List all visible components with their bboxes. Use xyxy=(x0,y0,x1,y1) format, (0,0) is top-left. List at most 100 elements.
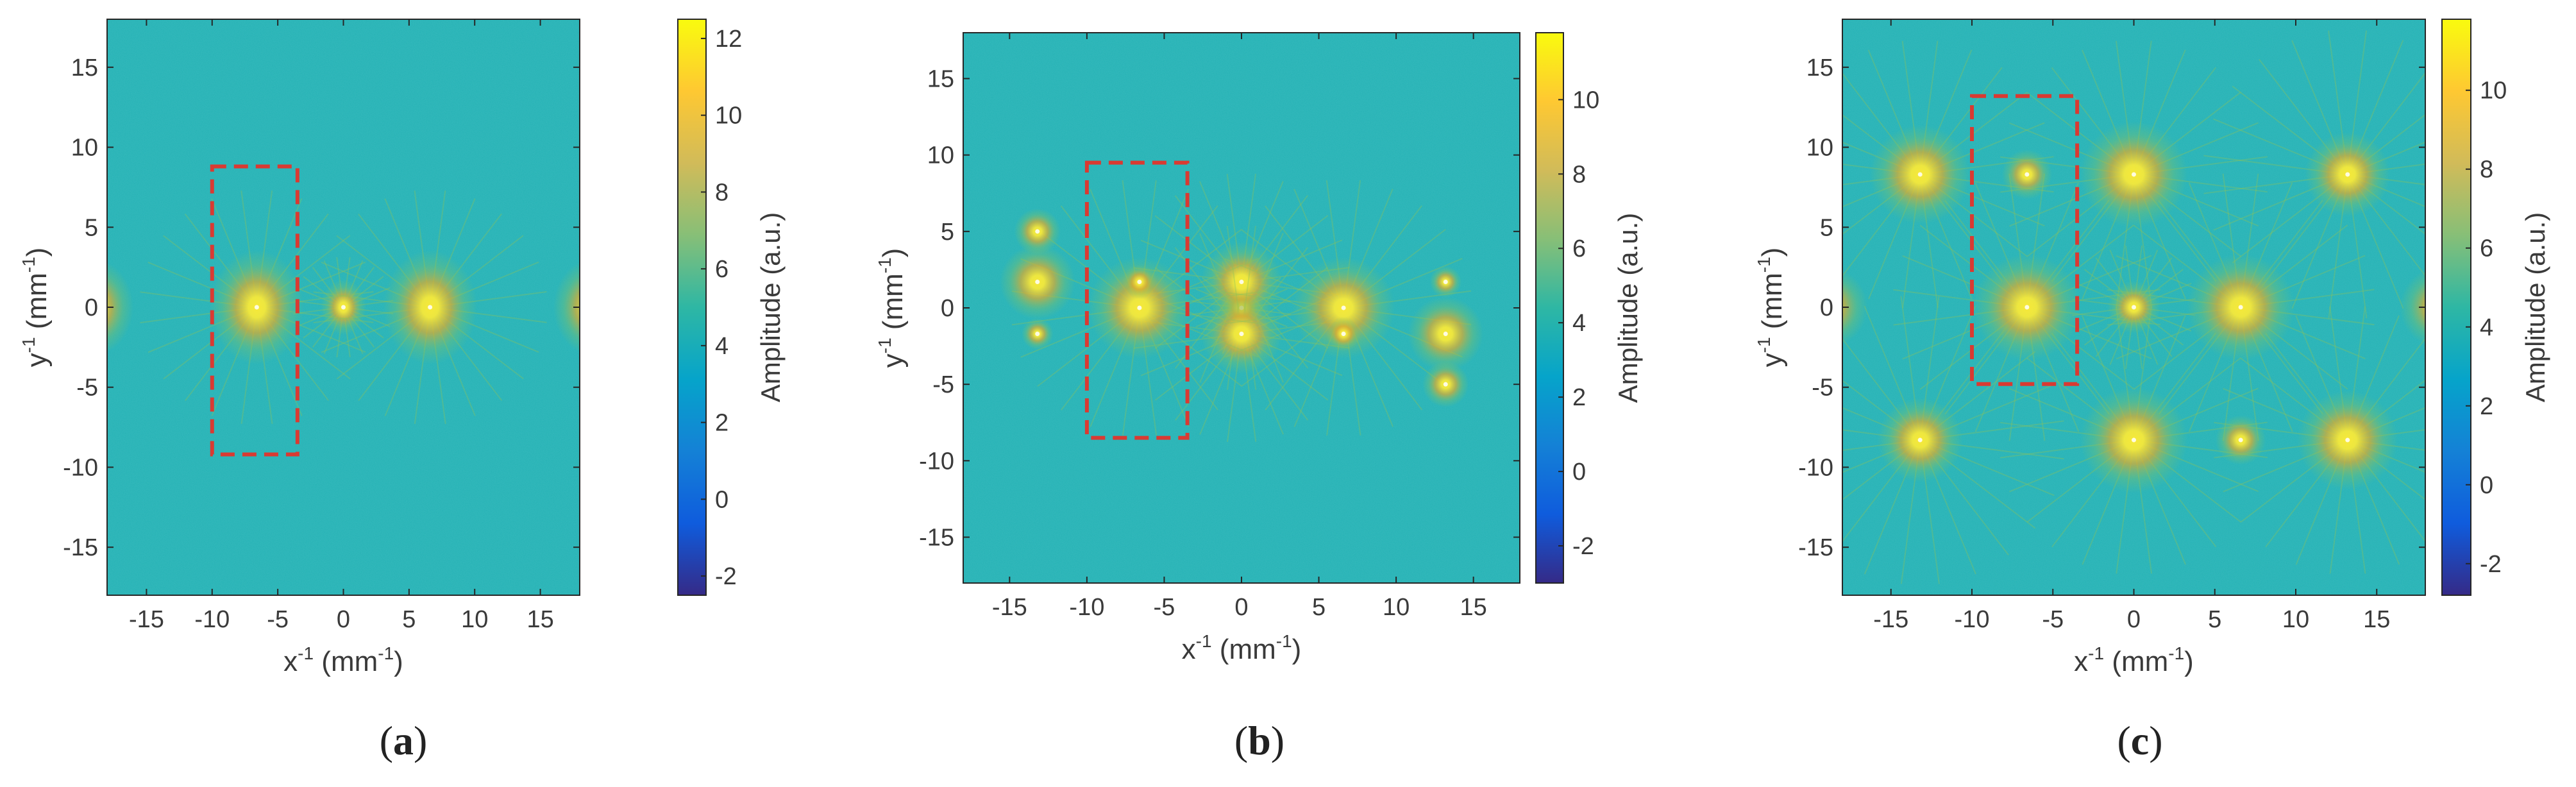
y-axis-label-part: -1 xyxy=(875,337,895,353)
y-axis-label-part: (mm xyxy=(1756,273,1788,337)
colorbar-tick-label: 12 xyxy=(715,26,742,53)
y-tick-label: -10 xyxy=(63,454,98,481)
y-axis-label-part: ) xyxy=(21,248,53,257)
colorbar-tick-label: 8 xyxy=(2480,157,2493,183)
y-tick-label: 10 xyxy=(927,142,954,169)
peak-core xyxy=(1239,279,1244,284)
colorbar-tick-label: 2 xyxy=(2480,393,2493,420)
colorbar-tick-label: 10 xyxy=(715,103,742,130)
x-tick-label: 0 xyxy=(1234,594,1248,621)
x-axis-label-part: -1 xyxy=(1276,631,1292,651)
peak-core xyxy=(2025,172,2030,177)
peak-glow xyxy=(107,262,133,353)
y-tick-label: 5 xyxy=(1820,214,1833,241)
peak-core xyxy=(591,305,595,310)
x-tick-label: 5 xyxy=(1312,594,1326,621)
caption-c: (c) xyxy=(2117,718,2163,763)
y-tick-label: -15 xyxy=(63,534,98,561)
y-axis-label-part: ) xyxy=(1756,248,1788,257)
colorbar-c xyxy=(2441,19,2471,596)
y-axis-label-part: y xyxy=(21,353,53,367)
peak-c-3 xyxy=(1842,40,2054,309)
peak-b-2 xyxy=(1133,226,1350,442)
y-tick-label: 0 xyxy=(1820,294,1833,321)
y-tick-label: -5 xyxy=(76,375,98,402)
peak-core xyxy=(1917,172,1923,177)
x-axis-label-part: -1 xyxy=(298,643,314,663)
colorbar-tick-label: 6 xyxy=(1572,235,1586,262)
x-tick-label: 10 xyxy=(1383,594,1410,621)
y-tick-label: 15 xyxy=(71,55,98,81)
peak-core xyxy=(2132,437,2136,443)
peak-core xyxy=(1443,382,1448,387)
y-axis-label: y-1 (mm-1) xyxy=(875,248,909,368)
x-tick-label: 10 xyxy=(2282,606,2309,633)
colorbar-tick-label: 4 xyxy=(715,333,728,360)
peak-core xyxy=(2025,305,2030,310)
x-tick-label: -15 xyxy=(129,606,164,633)
peak-c-5 xyxy=(2000,40,2268,309)
y-tick-label: 0 xyxy=(941,295,954,322)
x-tick-label: -5 xyxy=(267,606,289,633)
colorbar-tick-label: 6 xyxy=(2480,235,2493,262)
colorbar-tick-label: 0 xyxy=(2480,472,2493,499)
peak-core xyxy=(2132,305,2136,310)
peak-core xyxy=(428,305,433,310)
peak-b-10 xyxy=(1408,296,1483,371)
x-axis-label-part: -1 xyxy=(2088,643,2104,663)
colorbar-tick-label: 0 xyxy=(1572,459,1586,486)
x-tick-label: -10 xyxy=(194,606,230,633)
peak-c-11 xyxy=(1842,269,1868,345)
peak-c-7 xyxy=(1842,296,2064,584)
colorbar-tick-label: 8 xyxy=(715,179,728,206)
plot-area-c xyxy=(1842,19,2425,595)
plot-area-b xyxy=(963,33,1520,583)
peak-core xyxy=(1341,305,1346,310)
x-axis-label: x-1 (mm-1) xyxy=(2074,643,2194,677)
peak-a-1 xyxy=(140,190,374,425)
x-axis-label: x-1 (mm-1) xyxy=(1182,631,1302,665)
colorbar-label: Amplitude (a.u.) xyxy=(2520,212,2550,402)
peak-b-3 xyxy=(1011,180,1267,436)
peak-core xyxy=(2345,437,2350,443)
y-axis-label-part: ) xyxy=(877,248,909,258)
peak-a-4 xyxy=(553,262,595,353)
x-axis-label-part: -1 xyxy=(2168,643,2184,663)
roi-box-b xyxy=(1084,160,1190,440)
peak-core xyxy=(2238,305,2243,310)
colorbar-tick-label: -2 xyxy=(715,563,737,590)
peak-a-0 xyxy=(293,257,394,358)
peak-c-0 xyxy=(2072,245,2196,369)
peak-c-1 xyxy=(1893,173,2161,441)
x-tick-label: -10 xyxy=(1069,594,1104,621)
x-tick-label: 15 xyxy=(1460,594,1487,621)
x-axis-label-part: -1 xyxy=(1196,631,1212,651)
peak-b-7 xyxy=(1000,244,1075,319)
x-tick-label: 5 xyxy=(2208,606,2221,633)
x-tick-label: 5 xyxy=(402,606,416,633)
x-tick-label: -10 xyxy=(1955,606,1990,633)
x-axis-label-part: ) xyxy=(2184,646,2194,677)
colorbar-tick-label: 0 xyxy=(715,486,728,513)
y-tick-label: 5 xyxy=(85,214,98,241)
caption-b: (b) xyxy=(1234,718,1285,763)
colorbar-b xyxy=(1535,32,1564,584)
peak-c-6 xyxy=(2203,30,2425,319)
x-tick-label: 15 xyxy=(2363,606,2390,633)
colorbar-tick-label: -2 xyxy=(1572,533,1594,560)
caption-a: (a) xyxy=(379,718,428,763)
peak-core xyxy=(1035,229,1040,234)
x-tick-label: 10 xyxy=(461,606,488,633)
x-tick-label: 0 xyxy=(337,606,350,633)
x-tick-label: 15 xyxy=(526,606,553,633)
y-axis-label: y-1 (mm-1) xyxy=(1754,248,1788,368)
y-tick-label: -10 xyxy=(919,448,954,475)
roi-box-c xyxy=(1970,94,2080,386)
peak-c-10 xyxy=(2214,306,2425,574)
x-tick-label: 0 xyxy=(2127,606,2141,633)
peak-core xyxy=(1443,279,1448,284)
